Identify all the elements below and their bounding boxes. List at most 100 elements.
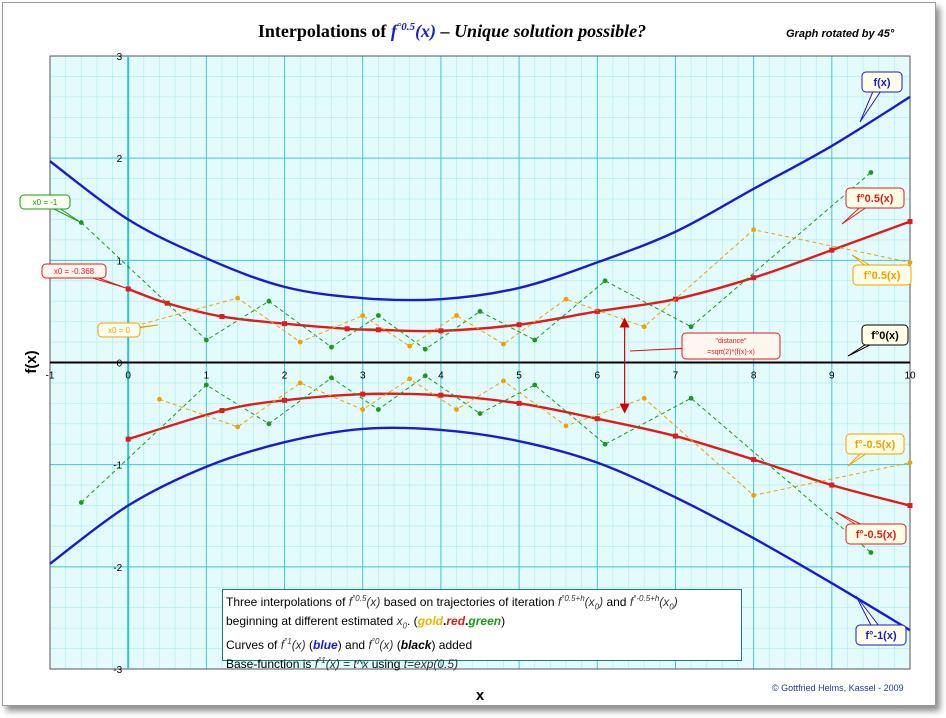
info-line-1: Three interpolations of f°0.5(x) based o… [226,594,678,612]
data-point-gold-trajectory-lower- [360,407,366,412]
data-point-f-0-5-x- [375,327,381,333]
data-point-gold-trajectory-upper- [907,259,913,265]
callout-text: =sqrt(2)*(f(x)-x) [707,349,755,356]
y-tick-label: -3 [113,665,122,676]
data-point-gold-trajectory-upper- [297,339,303,345]
callout-x0m368: x0 = -0.368 [41,263,127,289]
data-point-f-0-5-x- [219,408,225,414]
data-point-gold-trajectory-lower- [235,424,241,430]
data-point-green-trajectory-lower- [532,382,538,388]
x-tick-label: 8 [751,371,757,382]
data-point-gold-trajectory-upper- [501,341,506,347]
callout-box [41,263,107,279]
data-point-gold-trajectory-lower- [407,376,413,382]
distance-arrow-head-up [619,317,630,328]
y-tick-label: 2 [117,154,123,165]
callout-box [19,194,71,210]
data-point-green-trajectory-upper- [422,346,428,352]
data-point-green-trajectory-upper- [266,298,272,304]
data-point-f-0-5-x- [594,416,600,422]
data-point-f-0-5-x- [360,391,366,397]
data-point-gold-trajectory-upper- [563,296,569,302]
series-line-gold-trajectory-upper- [128,229,911,347]
callout-fh: f°0.5(x) [841,187,905,225]
callout-x0m1: x0 = -1 [19,194,81,223]
callout-text: x0 = -1 [33,198,58,207]
callout-f0: f°0(x) [847,324,909,357]
callout-text: x0 = -0.368 [54,267,95,276]
x-tick-label: 9 [829,371,835,382]
callout-fm1: f°-1(x) [855,595,907,646]
info-line-3: Curves of f°1(x) (blue) and f°0(x) (blac… [226,636,473,652]
y-tick-label: -2 [113,563,122,574]
data-point-green-trajectory-lower- [688,395,694,401]
data-point-green-trajectory-lower- [375,407,381,412]
data-point-gold-trajectory-lower- [907,460,913,466]
data-point-gold-trajectory-upper- [235,295,241,301]
callout-dist: "distance" =sqrt(2)*(f(x)-x) [629,332,781,360]
data-point-f-0-5-x- [125,286,131,292]
series-line-f-1-x- [49,426,911,632]
data-point-gold-trajectory-lower- [454,407,459,412]
callout-box [852,264,912,286]
data-point-green-trajectory-upper- [477,309,483,314]
data-point-green-trajectory-upper- [688,324,694,330]
data-point-green-trajectory-lower- [266,421,272,427]
data-point-f-0-5-x- [516,322,522,328]
x-tick-label: 3 [360,371,366,382]
callout-text: f°-1(x) [865,630,897,642]
data-point-f-0-5-x- [907,503,913,509]
x-tick-label: 2 [282,371,288,382]
data-point-f-0-5-x- [829,247,835,253]
data-point-f-0-5-x- [219,314,225,320]
x-tick-label: -1 [46,371,55,382]
data-point-green-trajectory-lower- [203,382,209,388]
chart-title: Interpolations of f°0.5(x) – Unique solu… [258,21,646,42]
data-point-f-0-5-x- [438,328,444,334]
data-point-f-0-5-x- [282,397,288,403]
data-point-gold-trajectory-upper- [360,313,366,318]
data-point-green-trajectory-lower- [868,550,874,555]
data-point-green-trajectory-upper- [602,278,608,284]
data-point-f-0-5-x- [516,400,522,406]
y-tick-label: -1 [113,461,122,472]
x-tick-label: 4 [438,371,444,382]
data-point-green-trajectory-upper- [78,220,84,225]
y-tick-label: 1 [117,256,123,267]
x-axis-label: x [476,687,485,704]
data-point-gold-trajectory-lower- [563,423,569,429]
callout-text: f°-0.5(x) [855,439,896,451]
series-line-f-0-5-x- [127,220,911,333]
data-point-green-trajectory-lower- [422,373,428,379]
data-point-f-0-5-x- [344,326,350,332]
data-point-f-0-5-x- [907,219,913,225]
data-point-f-0-5-x- [282,321,288,327]
callout-text: x0 = 0 [108,326,131,335]
data-point-gold-trajectory-upper- [454,313,459,318]
distance-arrow-head-down [619,403,630,414]
distance-arrow [619,317,630,414]
callout-box [855,624,907,646]
callout-text: "distance" [715,338,747,345]
data-point-green-trajectory-lower- [602,441,608,447]
callout-x00: x0 = 0 [97,322,159,338]
data-point-green-trajectory-upper- [532,337,538,343]
callout-text: f°-0.5(x) [856,529,897,541]
data-point-f-0-5-x- [125,436,131,442]
callout-box [97,322,141,338]
callout-box [681,332,781,360]
copyright-note: © Gottfried Helms, Kassel - 2009 [772,683,904,693]
data-point-gold-trajectory-lower- [641,395,647,401]
x-tick-label: 7 [673,371,679,382]
rotation-note: Graph rotated by 45° [786,28,895,40]
callout-box [845,187,905,209]
data-point-f-0-5-x- [751,457,757,463]
data-point-f-0-5-x- [438,392,444,398]
callout-text: f°0(x) [871,330,899,342]
callout-fh2: f°0.5(x) [851,254,912,286]
callout-f: f(x) [859,71,903,123]
data-point-green-trajectory-lower- [329,375,334,381]
callout-box [861,71,903,93]
